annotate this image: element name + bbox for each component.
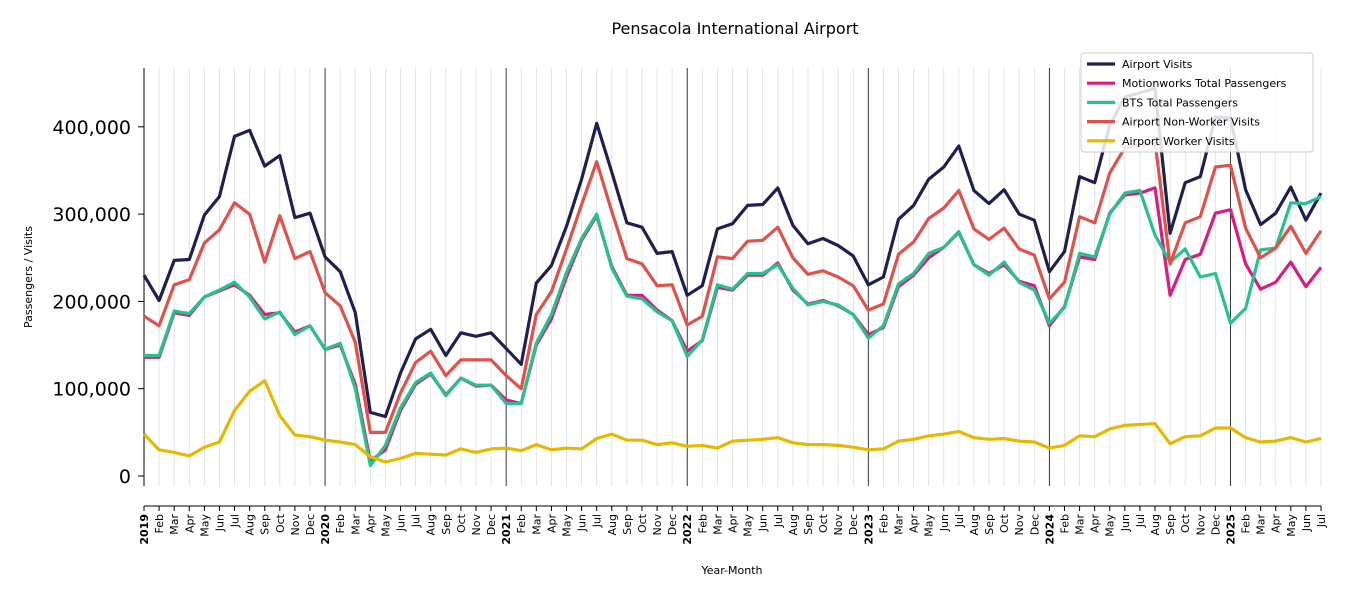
x-tick-label-month: Jun (395, 514, 408, 532)
legend-label: Airport Non-Worker Visits (1122, 116, 1260, 129)
x-tick-label-year: 2025 (1224, 514, 1237, 545)
x-tick-label-month: Feb (334, 514, 347, 533)
x-tick-label-month: Oct (817, 513, 830, 533)
x-tick-label-year: 2024 (1043, 514, 1056, 545)
x-tick-label-month: Jun (938, 514, 951, 532)
x-tick-label-month: Apr (1089, 514, 1102, 534)
x-tick-label-month: Jun (213, 514, 226, 532)
x-tick-label-month: Feb (153, 514, 166, 533)
legend-box (1080, 52, 1314, 153)
x-tick-label-month: Mar (168, 514, 181, 535)
x-tick-label-month: Jul (953, 514, 966, 528)
x-tick-label-month: Jul (772, 514, 785, 528)
x-tick-label-month: Nov (832, 514, 845, 536)
x-tick-label-month: Feb (1240, 514, 1253, 533)
x-tick-label-month: May (1285, 514, 1298, 537)
x-tick-label-month: Jul (229, 514, 242, 528)
x-tick-label-month: Apr (183, 514, 196, 534)
x-tick-label-month: Sep (440, 514, 453, 535)
x-tick-label-month: Aug (606, 514, 619, 535)
series-line-bts-total-passengers (144, 188, 1322, 468)
x-tick-label-month: May (742, 514, 755, 537)
x-tick-label-month: Mar (1255, 514, 1268, 535)
x-tick-label-month: Aug (787, 514, 800, 535)
x-tick-label-month: Feb (515, 514, 528, 533)
legend-label: BTS Total Passengers (1122, 96, 1238, 109)
x-tick-label-month: Mar (892, 514, 905, 535)
x-tick-label-month: Sep (1164, 514, 1177, 535)
x-tick-label-month: Aug (425, 514, 438, 535)
y-tick-label: 200,000 (52, 291, 131, 313)
x-tick-label-month: Jul (591, 514, 604, 528)
x-tick-label-month: Sep (802, 514, 815, 535)
x-tick-label-month: Nov (289, 514, 302, 536)
x-tick-label-year: 2021 (500, 514, 513, 545)
x-tick-label-month: May (1104, 514, 1117, 537)
chart-title: Pensacola International Airport (611, 19, 858, 38)
x-tick-label-month: Oct (1179, 513, 1192, 533)
x-tick-label-month: Aug (244, 514, 257, 535)
legend-label: Airport Visits (1122, 58, 1193, 71)
x-tick-label-month: May (198, 514, 211, 537)
x-tick-label-month: Mar (1074, 514, 1087, 535)
x-tick-label-month: Sep (621, 514, 634, 535)
legend: Airport Visits Motionworks Total Passenge… (1080, 52, 1314, 153)
x-tick-label-month: Jul (410, 514, 423, 528)
x-tick-label-month: Aug (1149, 514, 1162, 535)
x-tick-label-month: Mar (530, 514, 543, 535)
x-tick-label-month: Jul (1134, 514, 1147, 528)
y-tick-label: 300,000 (52, 204, 131, 226)
x-tick-label-month: Oct (274, 513, 287, 533)
x-tick-label-month: Dec (1028, 514, 1041, 535)
series-line-airport-worker-visits (142, 379, 1322, 464)
x-tick-label-month: Aug (968, 514, 981, 535)
x-tick-label-month: Apr (727, 514, 740, 534)
x-tick-label-month: Oct (636, 513, 649, 533)
y-tick-label: 0 (119, 466, 131, 488)
x-tick-label-year: 2019 (138, 514, 151, 545)
legend-label: Airport Worker Visits (1122, 135, 1235, 148)
x-tick-label-month: Nov (651, 514, 664, 536)
x-tick-label-month: Feb (696, 514, 709, 533)
legend-label: Motionworks Total Passengers (1122, 77, 1287, 90)
x-tick-label-month: Mar (349, 514, 362, 535)
x-tick-label-month: Sep (983, 514, 996, 535)
x-tick-label-month: Jun (1300, 514, 1313, 532)
x-tick-label-month: Nov (470, 514, 483, 536)
x-tick-label-month: Dec (1209, 514, 1222, 535)
y-axis-label: Passengers / Visits (22, 226, 35, 328)
x-tick-label-month: Jun (576, 514, 589, 532)
x-tick-label-month: May (379, 514, 392, 537)
x-tick-label-month: Apr (545, 514, 558, 534)
x-tick-label-month: Jun (757, 514, 770, 532)
x-tick-label-month: Mar (711, 514, 724, 535)
x-tick-label-month: May (923, 514, 936, 537)
x-tick-label-month: Oct (455, 513, 468, 533)
x-tick-label-month: Feb (877, 514, 890, 533)
y-tick-label: 100,000 (52, 379, 131, 401)
x-tick-label-month: Jun (1119, 514, 1132, 532)
x-tick-label-month: Feb (1058, 514, 1071, 533)
x-tick-label-month: Dec (485, 514, 498, 535)
x-tick-label-month: Sep (259, 514, 272, 535)
x-tick-label-month: Dec (847, 514, 860, 535)
x-axis-label: Year-Month (700, 564, 762, 577)
x-tick-label-year: 2022 (681, 514, 694, 545)
x-tick-label-month: Dec (304, 514, 317, 535)
x-tick-label-month: Nov (1194, 514, 1207, 536)
x-tick-label-month: May (561, 514, 574, 537)
x-tick-label-year: 2023 (862, 514, 875, 545)
x-tick-label-month: Jul (1315, 514, 1328, 528)
x-tick-label-month: Oct (998, 513, 1011, 533)
y-tick-label: 400,000 (52, 117, 131, 139)
x-tick-label-month: Dec (666, 514, 679, 535)
x-tick-label-month: Apr (364, 514, 377, 534)
x-tick-label-year: 2020 (319, 514, 332, 545)
x-tick-label-month: Apr (1270, 514, 1283, 534)
x-tick-label-month: Apr (908, 514, 921, 534)
x-tick-label-month: Nov (1013, 514, 1026, 536)
